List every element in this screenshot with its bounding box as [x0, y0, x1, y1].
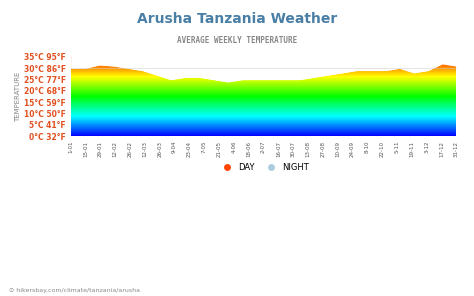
Text: Arusha Tanzania Weather: Arusha Tanzania Weather: [137, 12, 337, 26]
Legend: DAY, NIGHT: DAY, NIGHT: [215, 160, 312, 176]
Text: AVERAGE WEEKLY TEMPERATURE: AVERAGE WEEKLY TEMPERATURE: [177, 36, 297, 44]
Y-axis label: TEMPERATURE: TEMPERATURE: [15, 71, 21, 122]
Text: ⊙ hikersbay.com/climate/tanzania/arusha: ⊙ hikersbay.com/climate/tanzania/arusha: [9, 288, 140, 293]
